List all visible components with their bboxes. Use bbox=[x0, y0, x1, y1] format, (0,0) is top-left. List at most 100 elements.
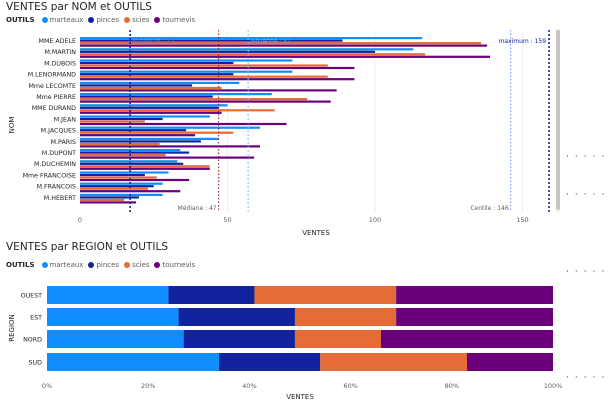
stacked-bar-scies-1 bbox=[294, 308, 397, 326]
bottom-chart-title: VENTES par REGION et OUTILS bbox=[6, 241, 168, 253]
stacked-bar-scies-3 bbox=[320, 353, 467, 371]
top-chart-scrollbar[interactable] bbox=[556, 28, 560, 213]
top-chart-title: VENTES par NOM et OUTILS bbox=[6, 1, 152, 13]
x-tick-label: 50 bbox=[223, 216, 231, 224]
bar-tournevis-5 bbox=[80, 100, 331, 103]
name-label: MME ADELE bbox=[39, 38, 76, 45]
stacked-bar-pinces-3 bbox=[219, 353, 321, 371]
bar-scies-0 bbox=[80, 42, 482, 45]
legend-item-tournevis[interactable]: tournevis bbox=[154, 16, 195, 24]
legend-label-marteaux: marteaux bbox=[49, 16, 84, 24]
bar-marteaux-13 bbox=[80, 182, 163, 185]
legend-item-marteaux[interactable]: marteaux bbox=[41, 16, 84, 24]
stacked-bar-scies-2 bbox=[294, 330, 381, 348]
bar-scies-7 bbox=[80, 120, 145, 123]
x-tick-label-pct: 80% bbox=[445, 382, 459, 390]
legend2-dot-marteaux bbox=[41, 262, 48, 268]
y-axis-title: NOM bbox=[8, 117, 16, 134]
ref-label-minimum: minimum : 17 bbox=[132, 38, 174, 45]
bar-pinces-5 bbox=[80, 95, 213, 98]
bar-scies-6 bbox=[80, 109, 275, 112]
stacked-bar-scies-0 bbox=[254, 286, 397, 304]
bar-scies-8 bbox=[80, 131, 234, 134]
legend2-label-marteaux: marteaux bbox=[49, 261, 84, 269]
stacked-bar-tournevis-3 bbox=[466, 353, 553, 371]
region-label: EST bbox=[30, 315, 42, 322]
x-tick-label: 150 bbox=[516, 216, 528, 224]
stacked-bar-tournevis-2 bbox=[380, 330, 553, 348]
legend2-dot-pinces bbox=[88, 262, 95, 268]
legend2-item-scies[interactable]: scies bbox=[124, 261, 149, 269]
bar-scies-12 bbox=[80, 176, 157, 179]
stacked-bar-marteaux-1 bbox=[47, 308, 179, 326]
region-label: SUD bbox=[29, 360, 43, 367]
bottom-x-axis-title: VENTES bbox=[286, 393, 314, 401]
bar-tournevis-0 bbox=[80, 44, 488, 47]
bar-marteaux-0 bbox=[80, 37, 423, 40]
bar-scies-1 bbox=[80, 53, 426, 56]
bar-tournevis-6 bbox=[80, 111, 222, 114]
legend-dot-pinces bbox=[88, 17, 95, 23]
stacked-bar-tournevis-1 bbox=[396, 308, 553, 326]
x-tick-label-pct: 100% bbox=[544, 382, 563, 390]
bar-pinces-12 bbox=[80, 173, 145, 177]
bar-tournevis-2 bbox=[80, 66, 355, 70]
legend2-dot-tournevis bbox=[154, 262, 161, 268]
name-label: Mme LECOMTE bbox=[28, 83, 76, 90]
bar-pinces-4 bbox=[80, 84, 193, 87]
name-label: M.FRANCOIS bbox=[37, 184, 76, 191]
legend2-label-scies: scies bbox=[132, 261, 150, 269]
bar-pinces-7 bbox=[80, 117, 163, 121]
dotted-separator-2: ····· bbox=[566, 190, 608, 200]
legend2-label-tournevis: tournevis bbox=[162, 261, 196, 269]
ref-label-centile: Centile : 146 bbox=[470, 205, 509, 212]
bar-tournevis-1 bbox=[80, 55, 491, 58]
ref-label-moyenne: Moyenne : 57 bbox=[250, 38, 291, 45]
stacked-bar-tournevis-0 bbox=[396, 286, 553, 304]
bar-marteaux-1 bbox=[80, 48, 414, 51]
dotted-separator-1: ····· bbox=[566, 152, 608, 162]
bar-tournevis-8 bbox=[80, 134, 196, 137]
bar-scies-13 bbox=[80, 187, 148, 190]
legend-item-pinces[interactable]: pinces bbox=[88, 16, 119, 24]
name-label: M.DUBOIS bbox=[44, 60, 76, 67]
top-chart-scroll-thumb[interactable] bbox=[556, 30, 560, 210]
bar-pinces-2 bbox=[80, 61, 234, 65]
bottom-legend-title: OUTILS bbox=[6, 261, 35, 269]
name-label: M.LENORMAND bbox=[28, 72, 76, 79]
name-label: M.HEBERT bbox=[44, 195, 76, 202]
name-label: M.DUPONT bbox=[42, 150, 76, 157]
legend2-item-tournevis[interactable]: tournevis bbox=[154, 261, 195, 269]
name-label: Mme PIERRE bbox=[36, 94, 76, 101]
legend-label-pinces: pinces bbox=[96, 16, 120, 24]
x-tick-label-pct: 40% bbox=[242, 382, 256, 390]
bar-tournevis-10 bbox=[80, 156, 255, 159]
bar-pinces-9 bbox=[80, 140, 201, 143]
stacked-bar-pinces-2 bbox=[183, 330, 295, 348]
legend2-item-pinces[interactable]: pinces bbox=[88, 261, 119, 269]
x-axis-title: VENTES bbox=[302, 229, 330, 237]
x-tick-label: 0 bbox=[78, 216, 82, 224]
bar-marteaux-6 bbox=[80, 104, 228, 107]
name-label: M.MARTIN bbox=[44, 49, 76, 56]
legend-item-scies[interactable]: scies bbox=[124, 16, 149, 24]
legend2-item-marteaux[interactable]: marteaux bbox=[41, 261, 84, 269]
bar-scies-9 bbox=[80, 142, 160, 145]
bottom-legend: OUTILS marteaux pinces scies tournevis bbox=[6, 261, 195, 269]
bar-scies-11 bbox=[80, 165, 210, 168]
bar-pinces-8 bbox=[80, 129, 187, 132]
legend-dot-scies bbox=[124, 17, 131, 23]
top-legend: OUTILS marteaux pinces scies tournevis bbox=[6, 16, 195, 24]
dotted-separator-3: ····· bbox=[566, 267, 608, 277]
legend-dot-marteaux bbox=[41, 17, 48, 23]
bar-pinces-0 bbox=[80, 39, 343, 42]
x-tick-label-pct: 60% bbox=[343, 382, 357, 390]
top-chart-plot: MME ADELE M.MARTIN M.DUBOIS M.LENORMAND Mme … bbox=[8, 30, 550, 237]
x-tick-label-pct: 0% bbox=[42, 382, 52, 390]
bar-marteaux-14 bbox=[80, 193, 163, 196]
bar-marteaux-8 bbox=[80, 126, 260, 129]
bar-marteaux-9 bbox=[80, 137, 219, 140]
bar-tournevis-4 bbox=[80, 89, 337, 92]
region-label: NORD bbox=[23, 337, 42, 344]
bar-marteaux-5 bbox=[80, 93, 272, 96]
